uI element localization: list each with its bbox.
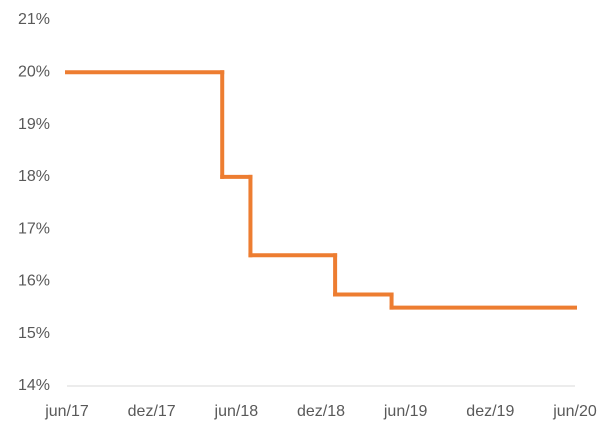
x-tick-label: jun/19 <box>383 403 428 420</box>
x-tick-label: jun/17 <box>44 403 89 420</box>
y-tick-label: 14% <box>18 377 50 394</box>
x-tick-label: dez/17 <box>128 403 176 420</box>
y-tick-label: 18% <box>18 168 50 185</box>
x-tick-label: dez/18 <box>297 403 345 420</box>
y-tick-label: 16% <box>18 273 50 290</box>
y-tick-label: 21% <box>18 11 50 28</box>
y-tick-label: 19% <box>18 116 50 133</box>
y-tick-label: 15% <box>18 325 50 342</box>
x-tick-label: jun/18 <box>214 403 259 420</box>
x-tick-label: dez/19 <box>466 403 514 420</box>
x-tick-label: jun/20 <box>552 403 597 420</box>
y-tick-label: 20% <box>18 64 50 81</box>
y-tick-label: 17% <box>18 220 50 237</box>
